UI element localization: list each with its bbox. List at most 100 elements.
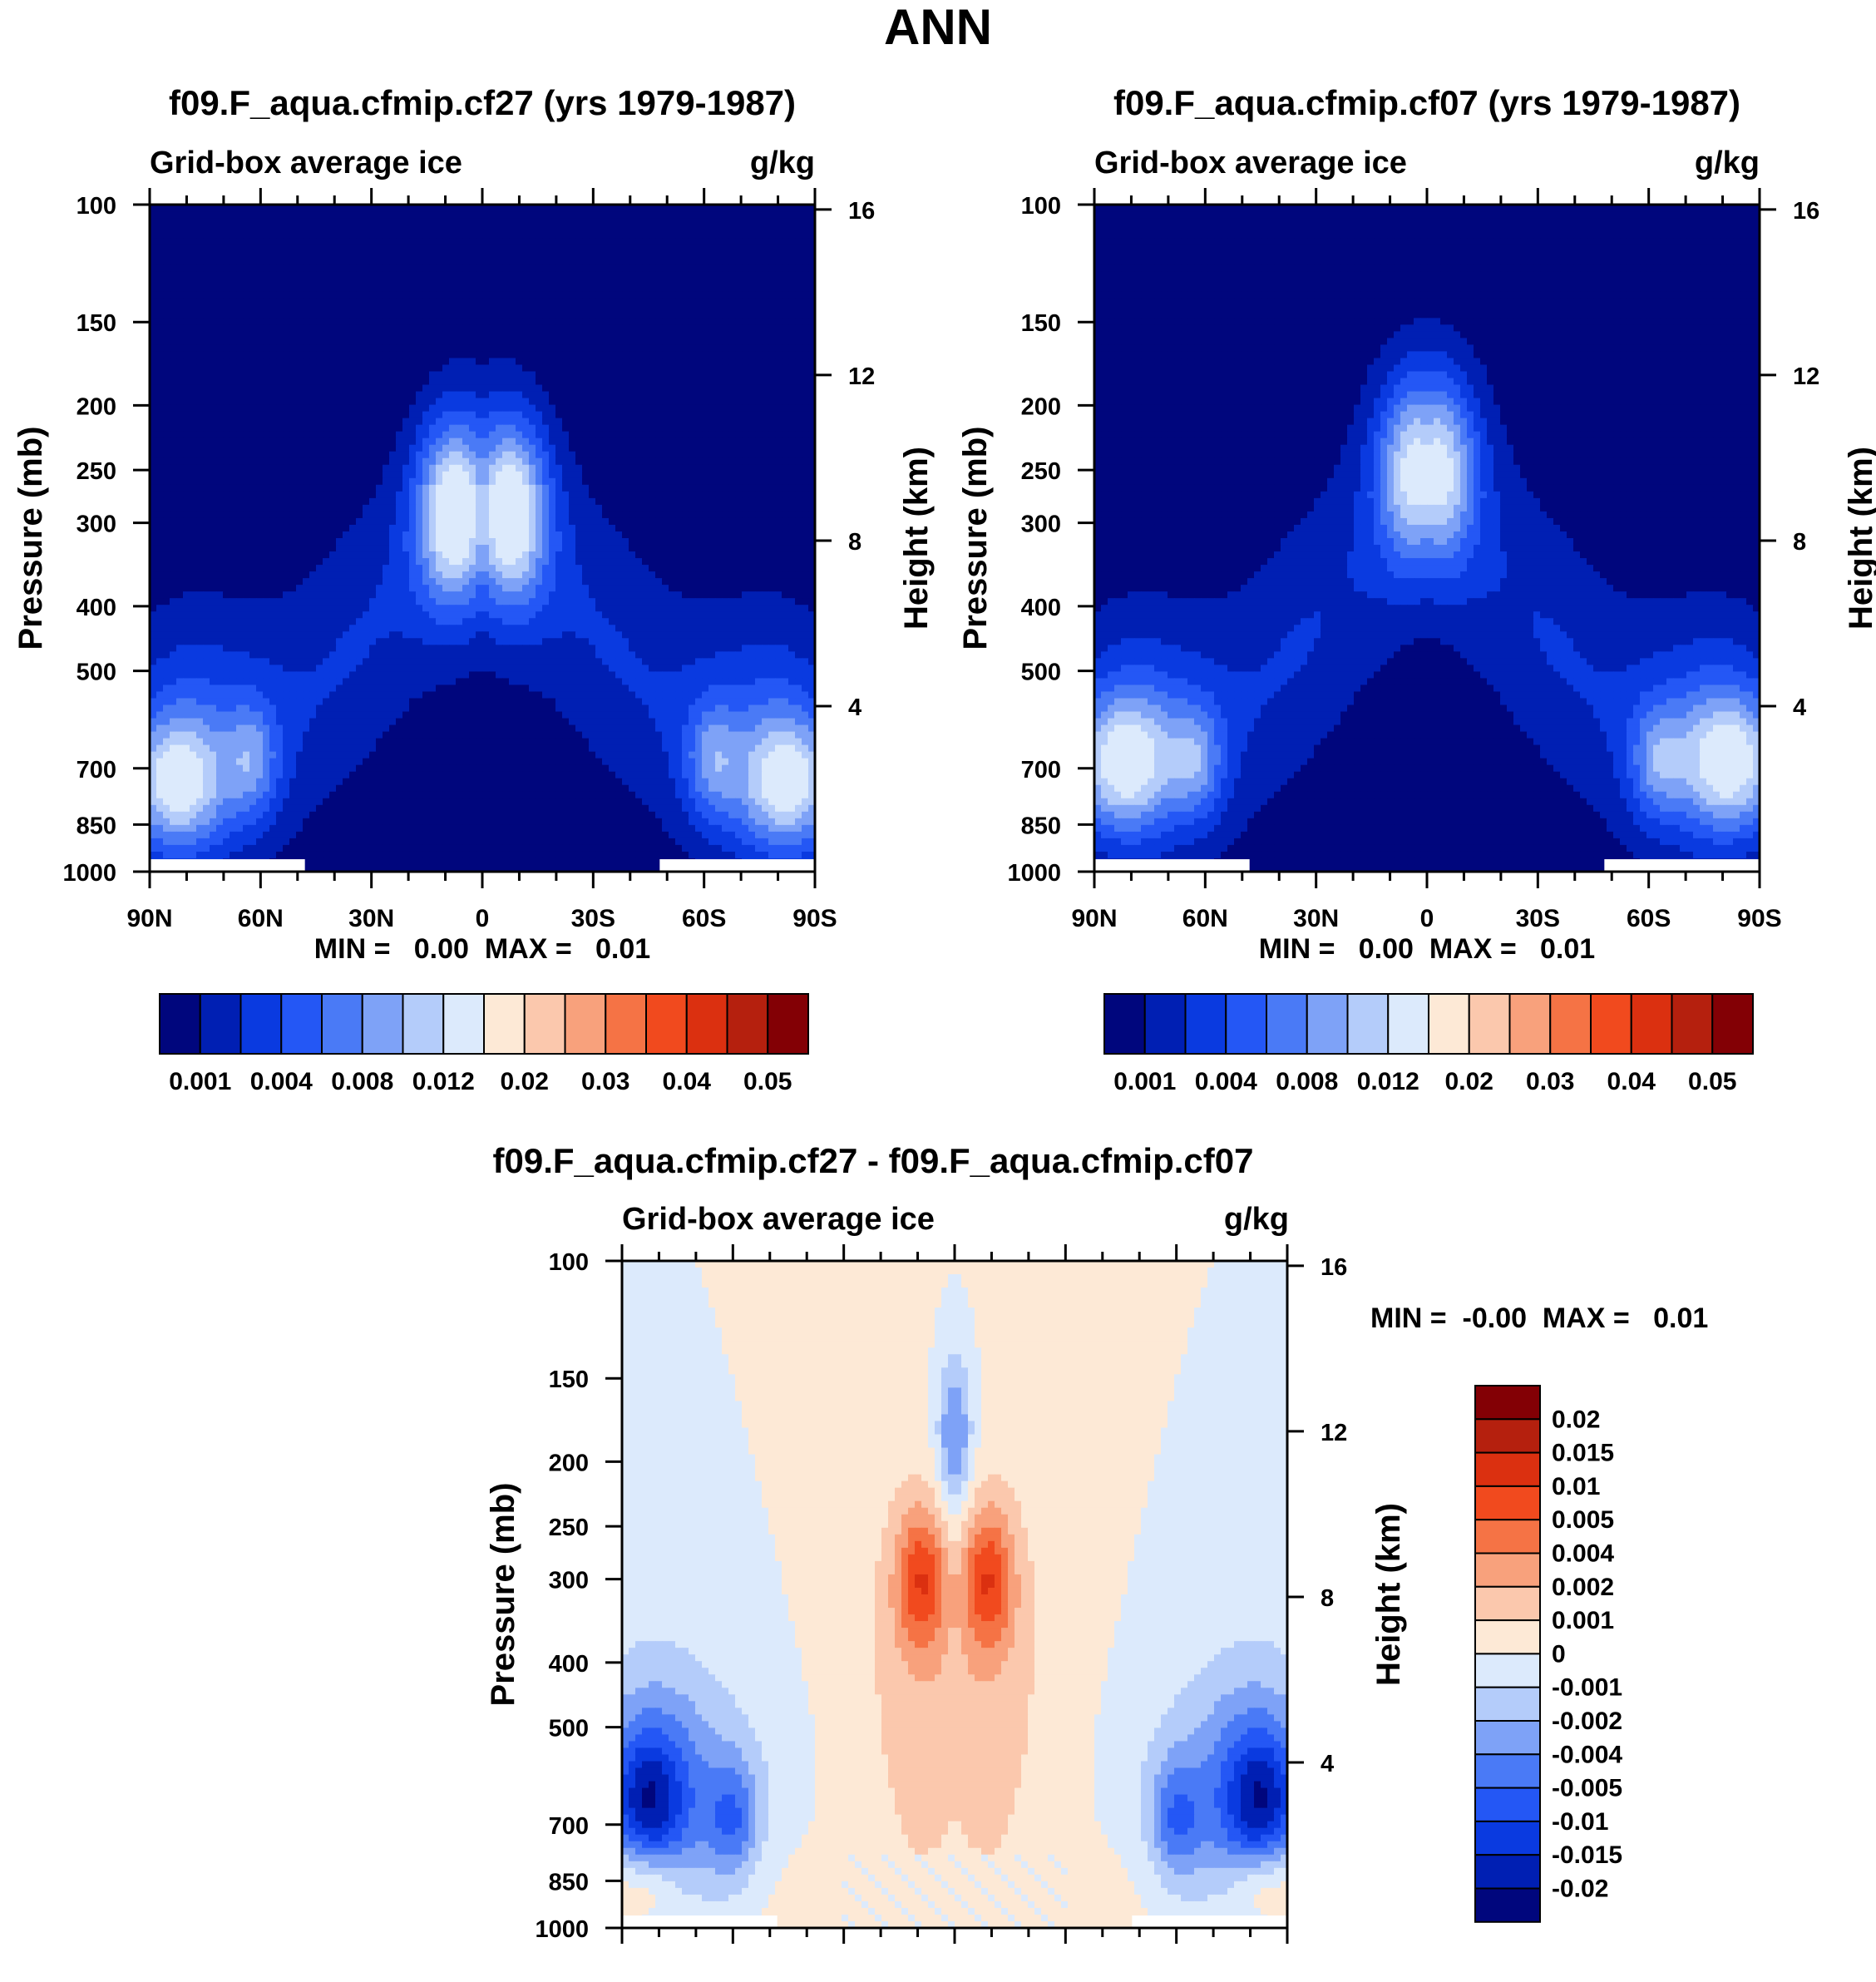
- field-cell: [349, 258, 357, 265]
- field-cell: [708, 484, 716, 492]
- field-cell: [489, 378, 496, 386]
- field-cell: [336, 311, 343, 319]
- field-cell: [689, 211, 696, 219]
- field-cell: [269, 398, 277, 406]
- field-cell: [582, 324, 590, 332]
- field-cell: [748, 391, 756, 399]
- field-cell: [416, 471, 423, 479]
- field-cell: [649, 384, 656, 393]
- field-cell: [536, 418, 543, 426]
- field-cell: [396, 311, 403, 319]
- field-cell: [283, 351, 290, 359]
- field-cell: [296, 451, 304, 459]
- field-cell: [502, 378, 510, 386]
- field-cell: [615, 351, 623, 359]
- field-cell: [735, 344, 743, 353]
- field-cell: [715, 457, 723, 466]
- field-cell: [615, 278, 623, 285]
- field-cell: [748, 431, 756, 439]
- field-cell: [236, 298, 244, 305]
- field-cell: [795, 311, 802, 319]
- field-cell: [289, 504, 297, 512]
- field-cell: [609, 258, 616, 265]
- field-cell: [516, 464, 523, 472]
- field-cell: [635, 437, 643, 446]
- field-cell: [243, 378, 250, 386]
- field-cell: [615, 457, 623, 466]
- field-cell: [649, 291, 656, 299]
- field-cell: [682, 497, 689, 506]
- field-cell: [635, 451, 643, 459]
- field-cell: [609, 404, 616, 413]
- field-cell: [516, 205, 523, 212]
- field-cell: [309, 358, 317, 366]
- field-cell: [156, 418, 164, 426]
- field-cell: [702, 344, 709, 353]
- field-cell: [655, 484, 663, 492]
- field-cell: [150, 444, 157, 452]
- field-cell: [236, 324, 244, 332]
- field-cell: [569, 431, 576, 439]
- field-cell: [156, 517, 164, 526]
- field-cell: [383, 511, 390, 519]
- field-cell: [536, 391, 543, 399]
- field-cell: [622, 318, 629, 325]
- field-cell: [176, 484, 184, 492]
- field-cell: [689, 511, 696, 519]
- field-cell: [496, 344, 503, 353]
- field-cell: [609, 225, 616, 232]
- field-cell: [383, 491, 390, 499]
- field-cell: [549, 517, 556, 526]
- field-cell: [595, 231, 603, 239]
- field-cell: [163, 477, 170, 486]
- field-cell: [762, 517, 769, 526]
- field-cell: [649, 504, 656, 512]
- field-cell: [735, 477, 743, 486]
- field-cell: [722, 291, 729, 299]
- field-cell: [376, 531, 383, 539]
- field-cell: [795, 424, 802, 432]
- field-cell: [655, 258, 663, 265]
- field-cell: [662, 271, 669, 279]
- field-cell: [562, 225, 570, 232]
- field-cell: [389, 225, 397, 232]
- field-cell: [522, 484, 530, 492]
- field-cell: [323, 291, 330, 299]
- field-cell: [336, 258, 343, 265]
- field-cell: [569, 378, 576, 386]
- field-cell: [675, 398, 683, 406]
- field-cell: [489, 211, 496, 219]
- field-cell: [615, 398, 623, 406]
- field-cell: [402, 264, 410, 272]
- field-cell: [735, 471, 743, 479]
- field-cell: [236, 404, 244, 413]
- field-cell: [236, 524, 244, 532]
- field-cell: [190, 451, 197, 459]
- field-cell: [569, 331, 576, 339]
- field-cell: [396, 497, 403, 506]
- field-cell: [695, 264, 703, 272]
- field-cell: [436, 225, 443, 232]
- field-cell: [635, 418, 643, 426]
- field-cell: [309, 424, 317, 432]
- field-cell: [336, 291, 343, 299]
- field-cell: [529, 245, 536, 252]
- field-cell: [489, 344, 496, 353]
- field-cell: [296, 411, 304, 419]
- field-cell: [589, 444, 596, 452]
- field-cell: [489, 517, 496, 526]
- field-cell: [176, 205, 184, 212]
- field-cell: [708, 324, 716, 332]
- field-cell: [363, 304, 370, 312]
- field-cell: [289, 464, 297, 472]
- field-cell: [642, 437, 649, 446]
- field-cell: [316, 504, 323, 512]
- field-cell: [689, 258, 696, 265]
- field-cell: [269, 384, 277, 393]
- field-cell: [642, 278, 649, 285]
- field-cell: [343, 444, 350, 452]
- field-cell: [562, 384, 570, 393]
- field-cell: [655, 517, 663, 526]
- field-cell: [629, 444, 636, 452]
- field-cell: [702, 404, 709, 413]
